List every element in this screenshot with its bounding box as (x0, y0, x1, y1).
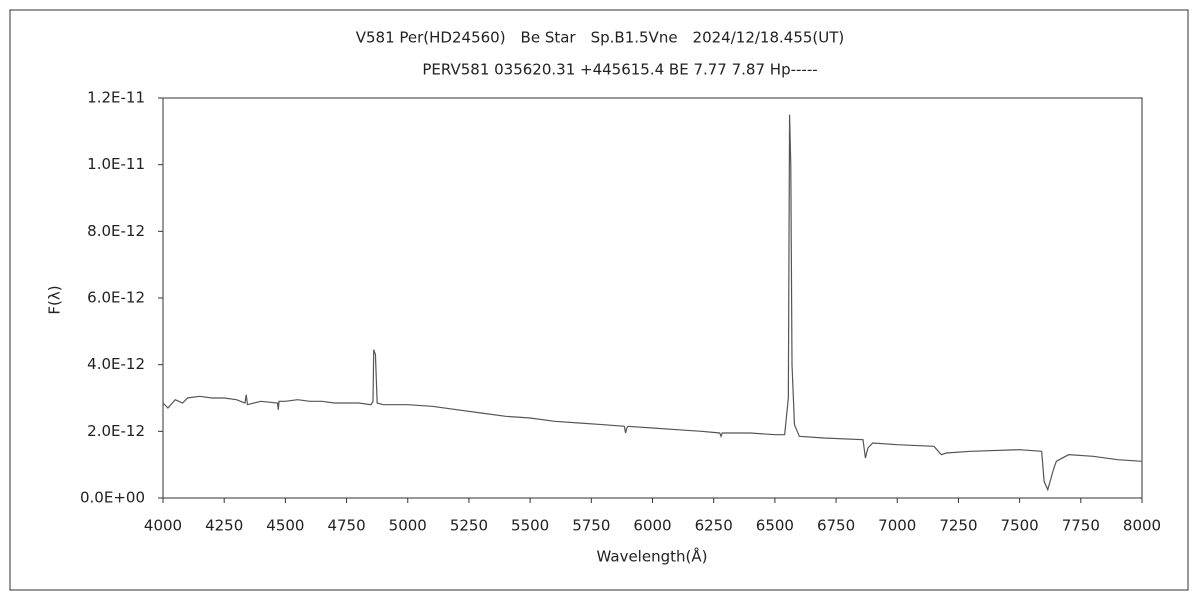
y-tick-label: 8.0E-12 (87, 222, 145, 240)
x-tick-label: 5500 (511, 517, 549, 535)
x-axis-label: Wavelength(Å) (597, 547, 708, 566)
x-tick-label: 6000 (633, 517, 671, 535)
x-tick-label: 4750 (327, 517, 365, 535)
x-tick-label: 4500 (266, 517, 304, 535)
y-axis-label: F(λ) (46, 285, 64, 314)
x-tick-label: 5750 (572, 517, 610, 535)
y-tick-label: 6.0E-12 (87, 289, 145, 307)
x-tick-label: 5250 (450, 517, 488, 535)
x-tick-label: 7500 (1001, 517, 1039, 535)
plot-area (162, 97, 1143, 499)
spectrum-line (162, 114, 1143, 492)
x-tick-label: 6250 (695, 517, 733, 535)
x-tick-label: 6750 (817, 517, 855, 535)
x-tick-label: 4000 (144, 517, 182, 535)
y-tick-label: 1.2E-11 (87, 89, 145, 107)
chart-title: V581 Per(HD24560) Be Star Sp.B1.5Vne 202… (356, 29, 845, 47)
x-tick-label: 5000 (389, 517, 427, 535)
chart-subtitle: PERV581 035620.31 +445615.4 BE 7.77 7.87… (422, 61, 817, 79)
y-tick-label: 4.0E-12 (87, 355, 145, 373)
y-tick-label: 0.0E+00 (80, 489, 145, 507)
chart-border (9, 9, 1189, 591)
x-tick-label: 7250 (939, 517, 977, 535)
x-tick-label: 7000 (878, 517, 916, 535)
y-tick-label: 1.0E-11 (87, 155, 145, 173)
x-tick-label: 4250 (205, 517, 243, 535)
x-tick-label: 7750 (1062, 517, 1100, 535)
y-tick-label: 2.0E-12 (87, 422, 145, 440)
x-tick-label: 8000 (1123, 517, 1161, 535)
x-tick-label: 6500 (756, 517, 794, 535)
